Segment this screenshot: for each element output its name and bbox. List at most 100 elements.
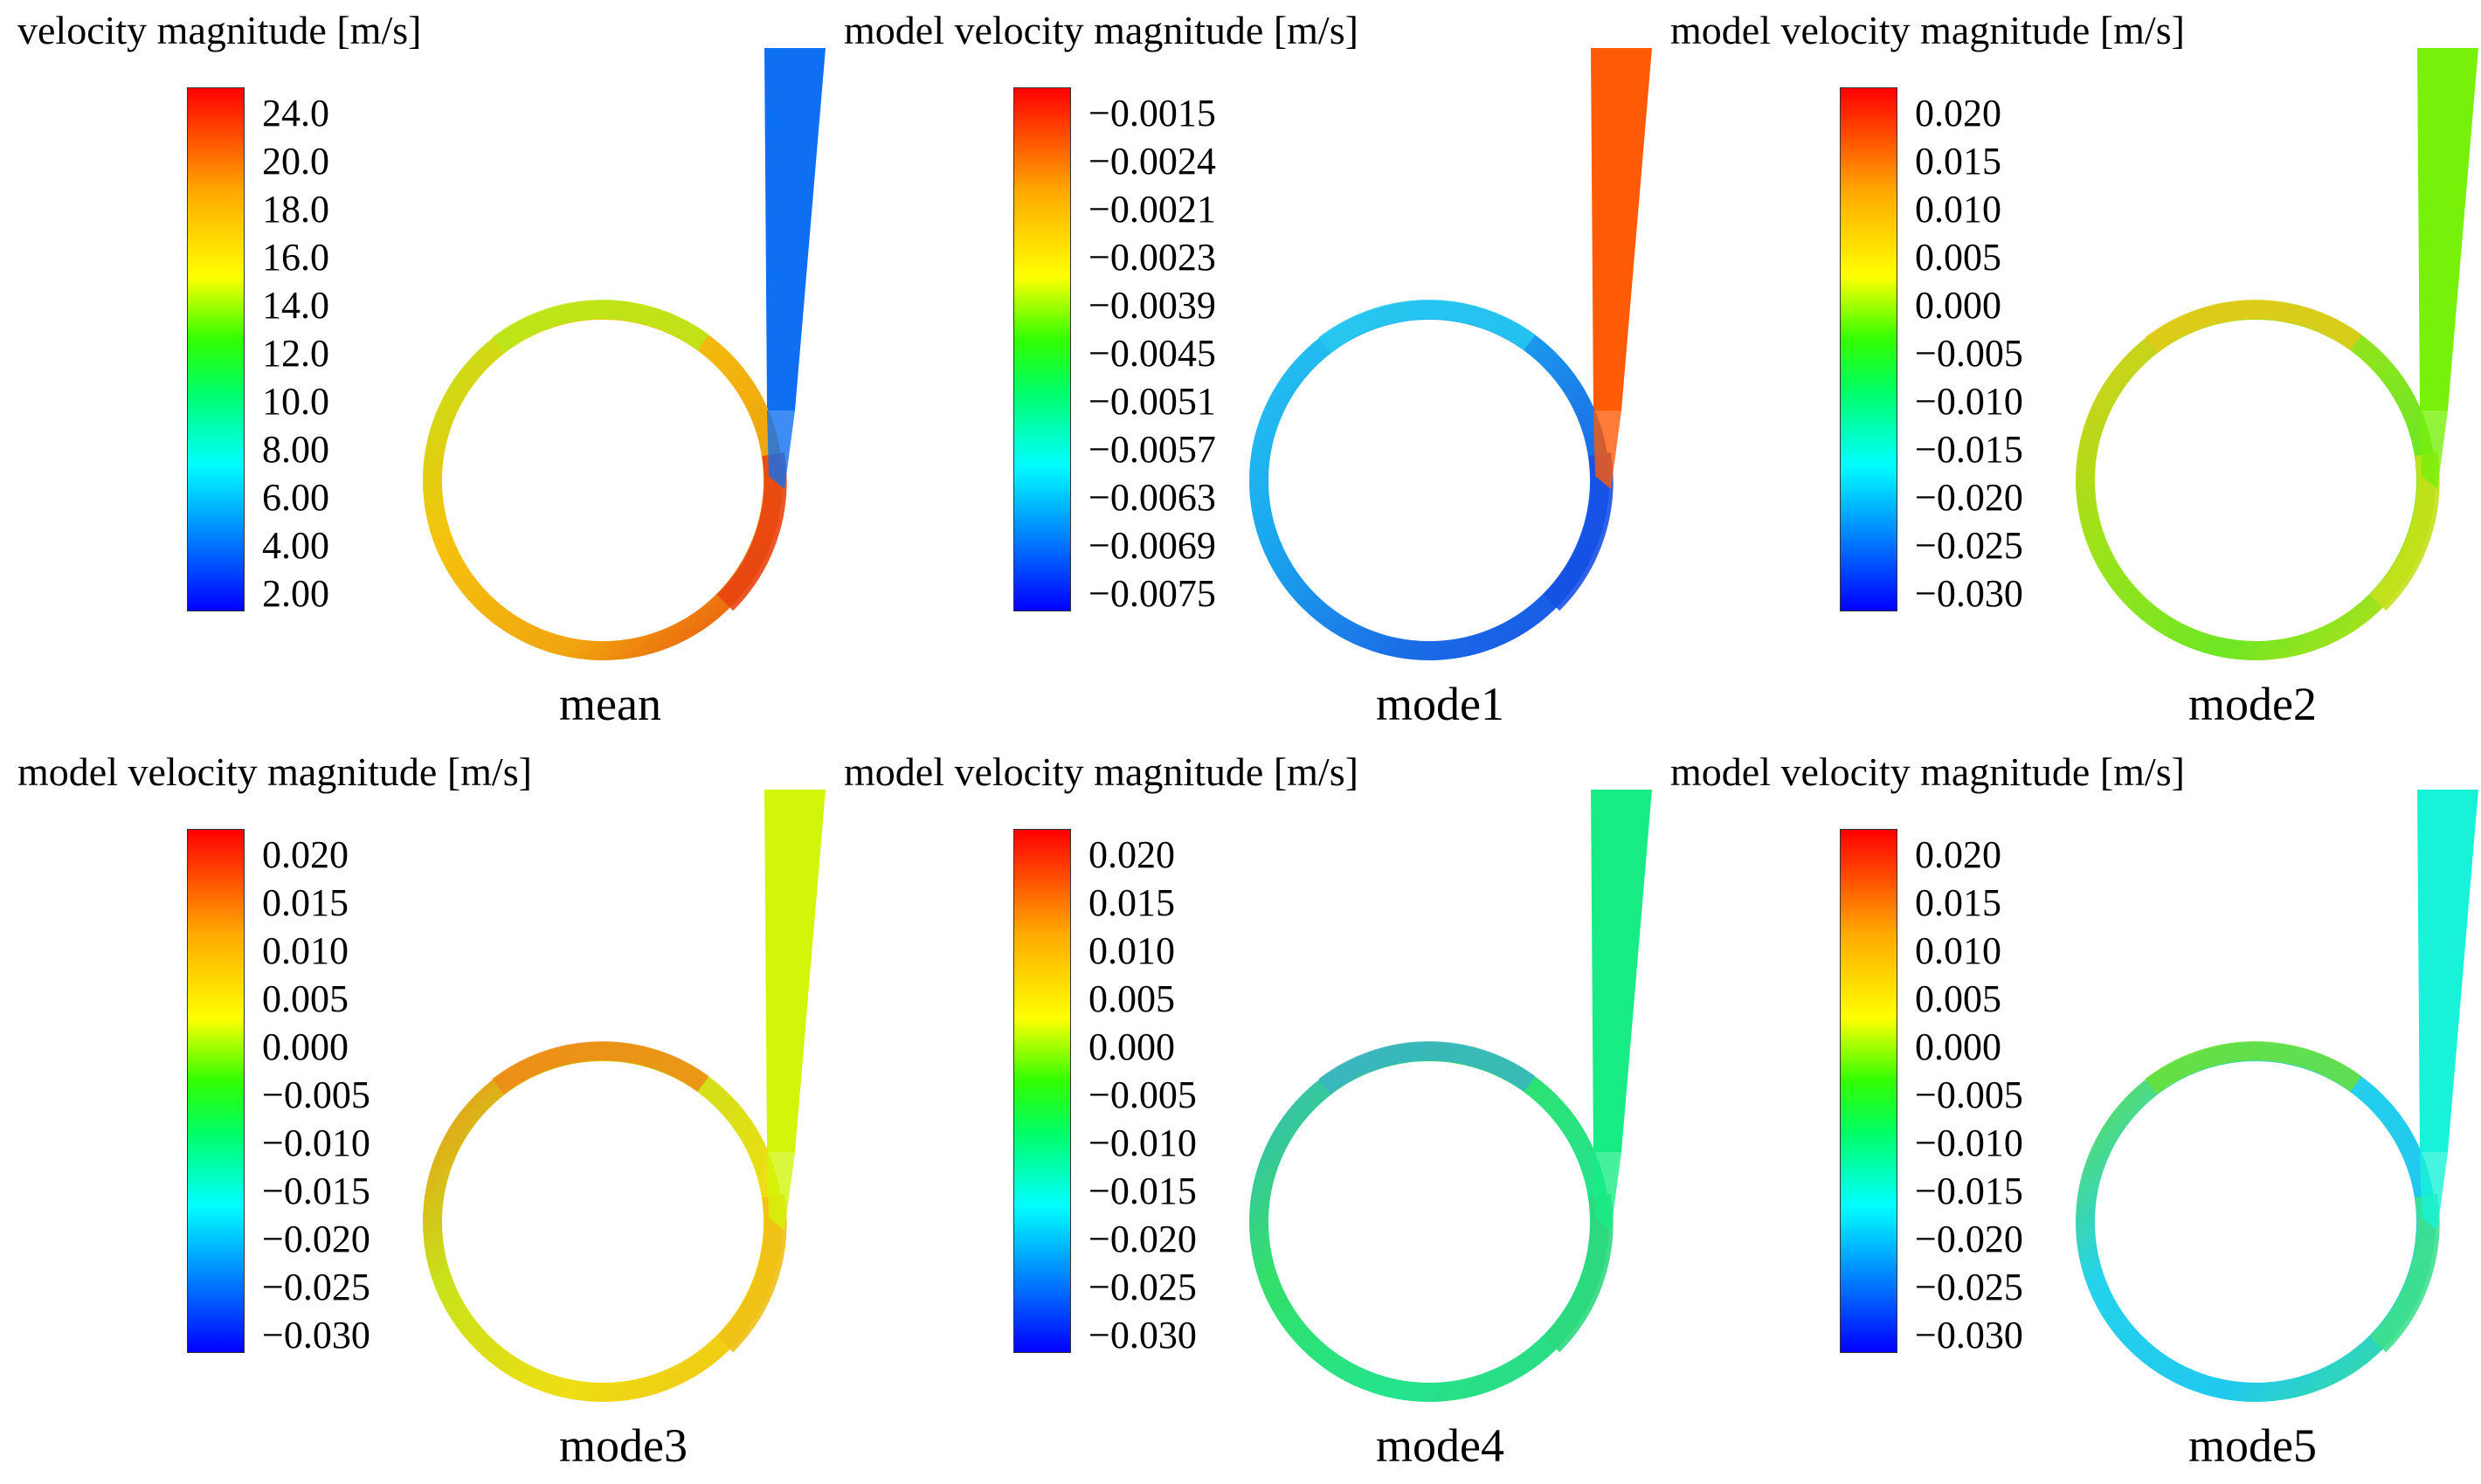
scale-tick-label: −0.015 xyxy=(1915,428,2023,471)
volute-tongue xyxy=(1593,1152,1621,1231)
volute-contour xyxy=(1249,48,1652,660)
scale-tick-label: −0.010 xyxy=(1088,1122,1197,1164)
volute-tongue xyxy=(2420,411,2448,489)
color-scale-ticks: 0.020 0.015 0.010 0.005 0.000 −0.005 −0.010 −0.… xyxy=(1915,829,2107,1356)
scale-tick-label: −0.010 xyxy=(262,1122,370,1164)
scale-tick-label: −0.025 xyxy=(1915,524,2023,567)
scale-tick-label: 2.00 xyxy=(262,572,329,615)
scale-tick-label: −0.025 xyxy=(262,1266,370,1308)
outlet-duct xyxy=(764,48,826,411)
scale-tick-label: −0.015 xyxy=(262,1170,370,1212)
volute-casing xyxy=(423,300,783,660)
scale-tick-label: 0.005 xyxy=(1915,236,2001,279)
color-scale-bar xyxy=(1840,87,1897,611)
casing-top-segment xyxy=(2145,300,2362,353)
contour-panel-mode4: model velocity magnitude [m/s] 0.020 0.015… xyxy=(826,742,1653,1483)
scale-tick-label: −0.015 xyxy=(1915,1170,2023,1212)
scale-tick-label: 0.010 xyxy=(1915,188,2001,231)
scale-tick-label: 0.005 xyxy=(1915,977,2001,1020)
scale-tick-label: −0.020 xyxy=(1088,1218,1197,1260)
scale-tick-label: −0.025 xyxy=(1088,1266,1197,1308)
scale-tick-label: 0.000 xyxy=(262,1025,349,1068)
casing-top-segment xyxy=(2145,1041,2362,1094)
scale-tick-label: 10.0 xyxy=(262,380,329,423)
panel-caption: mode2 xyxy=(2188,678,2317,730)
legend-title: velocity magnitude [m/s] xyxy=(17,8,422,52)
scale-tick-label: 12.0 xyxy=(262,332,329,375)
outlet-duct xyxy=(764,790,826,1152)
legend-title: model velocity magnitude [m/s] xyxy=(1670,8,2185,52)
scale-tick-label: 0.000 xyxy=(1915,1025,2001,1068)
scale-tick-label: −0.030 xyxy=(262,1314,370,1356)
volute-casing xyxy=(423,1042,783,1402)
scale-tick-label: −0.030 xyxy=(1088,1314,1197,1356)
legend-title: model velocity magnitude [m/s] xyxy=(17,749,532,794)
scale-tick-label: 20.0 xyxy=(262,140,329,183)
color-scale-ticks: 24.0 20.0 18.0 16.0 14.0 12.0 10.0 8.00 6.00 4.00… xyxy=(262,87,454,615)
color-scale-ticks: 0.020 0.015 0.010 0.005 0.000 −0.005 −0.010 −0.… xyxy=(1088,829,1281,1356)
color-scale-bar xyxy=(187,829,245,1353)
legend-title: model velocity magnitude [m/s] xyxy=(1670,749,2185,794)
outlet-duct xyxy=(2417,48,2478,411)
contour-panel-mean: velocity magnitude [m/s] 24.0 20.0 18.0 16.0… xyxy=(0,0,826,742)
scale-tick-label: −0.010 xyxy=(1915,380,2023,423)
scale-tick-label: −0.005 xyxy=(1915,1073,2023,1116)
outlet-duct xyxy=(2417,790,2478,1152)
scale-tick-label: −0.030 xyxy=(1915,572,2023,615)
scale-tick-label: 8.00 xyxy=(262,428,329,471)
scale-tick-label: 24.0 xyxy=(262,92,329,135)
casing-top-segment xyxy=(1318,300,1536,353)
volute-tongue xyxy=(1593,411,1621,489)
volute-casing xyxy=(1249,1042,1609,1402)
scale-tick-label: −0.025 xyxy=(1915,1266,2023,1308)
color-scale-ticks: 0.020 0.015 0.010 0.005 0.000 −0.005 −0.010 −0.… xyxy=(1915,87,2107,615)
volute-contour xyxy=(2076,48,2478,660)
scale-tick-label: −0.020 xyxy=(1915,1218,2023,1260)
scale-tick-label: 16.0 xyxy=(262,236,329,279)
scale-tick-label: 0.015 xyxy=(262,881,349,924)
scale-tick-label: −0.030 xyxy=(1915,1314,2023,1356)
scale-tick-label: −0.0024 xyxy=(1088,140,1216,183)
scale-tick-label: 0.010 xyxy=(262,929,349,972)
panel-caption: mode1 xyxy=(1376,678,1504,730)
scale-tick-label: 0.010 xyxy=(1088,929,1175,972)
scale-tick-label: −0.020 xyxy=(1915,476,2023,519)
scale-tick-label: −0.020 xyxy=(262,1218,370,1260)
volute-contour xyxy=(423,790,826,1402)
color-scale-bar xyxy=(187,87,245,611)
casing-top-segment xyxy=(492,300,709,353)
scale-tick-label: −0.010 xyxy=(1915,1122,2023,1164)
panel-caption: mode3 xyxy=(559,1419,688,1472)
scale-tick-label: 18.0 xyxy=(262,188,329,231)
legend-title: model velocity magnitude [m/s] xyxy=(844,8,1358,52)
casing-right-segment xyxy=(2369,452,2440,611)
panel-caption: mean xyxy=(559,678,661,730)
scale-tick-label: −0.0021 xyxy=(1088,188,1216,231)
volute-contour xyxy=(1249,790,1652,1402)
contour-panel-mode2: model velocity magnitude [m/s] 0.020 0.015… xyxy=(1653,0,2479,742)
scale-tick-label: 0.020 xyxy=(1915,92,2001,135)
scale-tick-label: 0.015 xyxy=(1915,881,2001,924)
volute-casing xyxy=(2076,300,2436,660)
scale-tick-label: 0.015 xyxy=(1915,140,2001,183)
contour-panel-mode1: model velocity magnitude [m/s] −0.0015 −0.… xyxy=(826,0,1653,742)
scale-tick-label: 0.000 xyxy=(1088,1025,1175,1068)
scale-tick-label: 0.020 xyxy=(1915,833,2001,876)
panel-caption: mode5 xyxy=(2188,1419,2317,1472)
outlet-duct xyxy=(1591,48,1652,411)
volute-contour xyxy=(423,48,826,660)
scale-tick-label: 6.00 xyxy=(262,476,329,519)
volute-tongue xyxy=(2420,1152,2448,1231)
volute-tongue xyxy=(767,411,795,489)
scale-tick-label: 4.00 xyxy=(262,524,329,567)
color-scale-bar xyxy=(1013,829,1071,1353)
scale-tick-label: 0.005 xyxy=(1088,977,1175,1020)
scale-tick-label: −0.015 xyxy=(1088,1170,1197,1212)
casing-right-segment xyxy=(1543,452,1614,611)
scale-tick-label: −0.005 xyxy=(262,1073,370,1116)
scale-tick-label: −0.0075 xyxy=(1088,572,1216,615)
scale-tick-label: −0.0045 xyxy=(1088,332,1216,375)
scale-tick-label: 0.015 xyxy=(1088,881,1175,924)
casing-top-segment xyxy=(492,1041,709,1094)
volute-casing xyxy=(1249,300,1609,660)
